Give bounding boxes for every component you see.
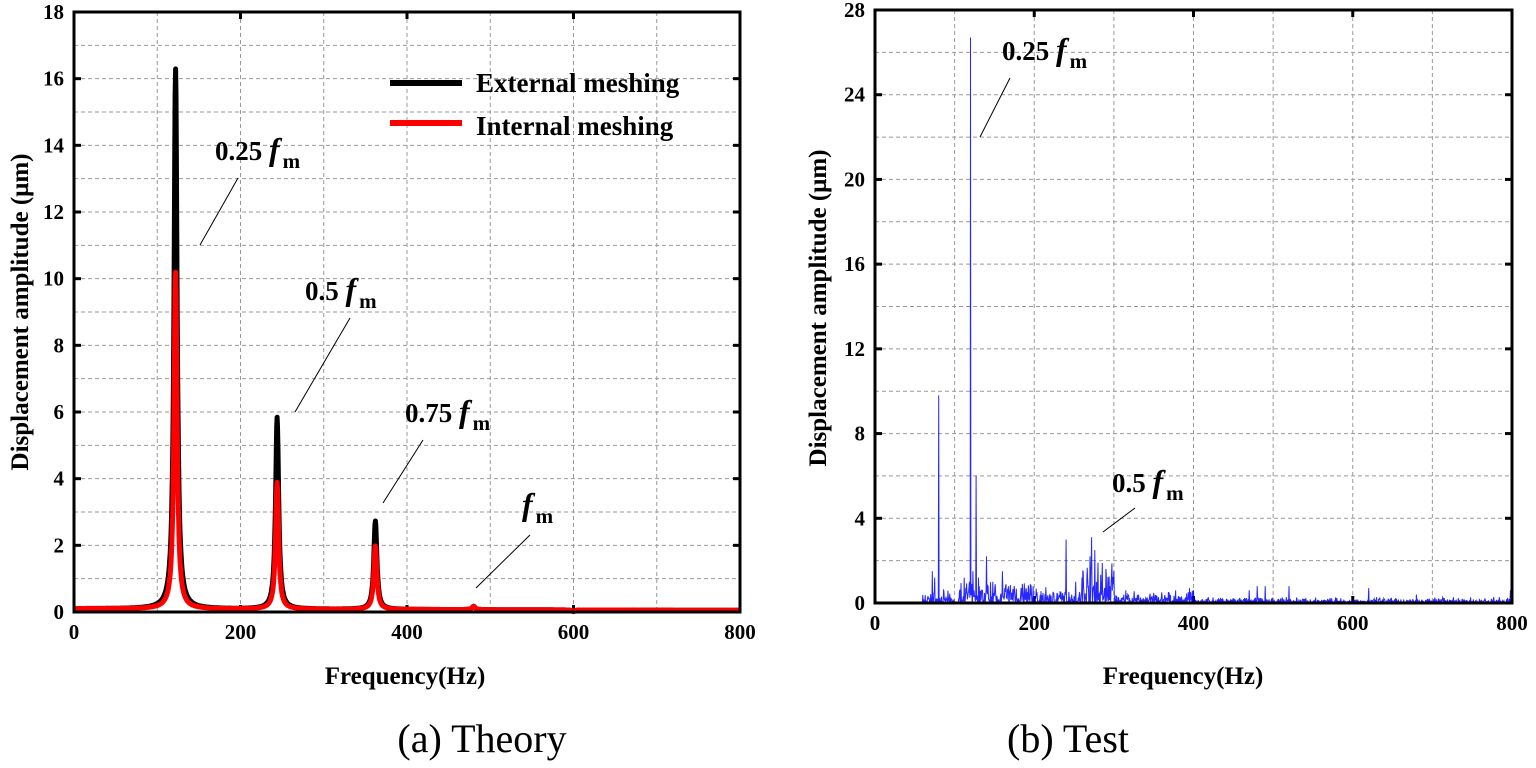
y-tick-label: 18 xyxy=(43,0,64,24)
annotation-symbol: f xyxy=(522,486,536,522)
y-tick-label: 6 xyxy=(54,400,65,424)
theory-y-axis-label: Displacement amplitude (μm) xyxy=(7,154,34,471)
x-tick-label: 0 xyxy=(870,611,881,635)
y-tick-label: 4 xyxy=(855,506,866,530)
legend-label-internal: Internal meshing xyxy=(476,111,674,141)
legend-label-external: External meshing xyxy=(476,68,680,98)
annotation-coefficient: 0.25 xyxy=(1002,36,1056,66)
y-tick-label: 24 xyxy=(844,83,866,107)
plot-frame xyxy=(72,10,742,614)
test-y-axis-label: Displacement amplitude (μm) xyxy=(805,150,832,467)
y-tick-label: 16 xyxy=(43,67,64,91)
y-tick-label: 12 xyxy=(43,200,64,224)
x-tick-label: 200 xyxy=(1019,611,1051,635)
y-tick-label: 20 xyxy=(844,167,865,191)
annotation-subscript: m xyxy=(1166,481,1184,505)
annotation-coefficient: 0.5 xyxy=(1112,468,1153,498)
annotation-subscript: m xyxy=(1070,49,1088,73)
y-tick-label: 28 xyxy=(844,0,865,22)
annotation-subscript: m xyxy=(283,149,301,173)
x-tick-label: 600 xyxy=(558,620,590,644)
test-x-axis-label: Frequency(Hz) xyxy=(1103,663,1264,690)
annotation-subscript: m xyxy=(536,504,554,528)
annotation-subscript: m xyxy=(473,411,491,435)
x-tick-label: 800 xyxy=(1496,611,1528,635)
x-tick-label: 600 xyxy=(1337,611,1369,635)
annotation-leader-line xyxy=(979,77,1011,138)
annotation-leader-line xyxy=(294,317,351,413)
y-tick-label: 0 xyxy=(855,591,866,615)
legend: External meshing Internal meshing xyxy=(390,68,680,141)
y-tick-label: 10 xyxy=(43,267,64,291)
annotation-symbol: f xyxy=(1056,31,1070,67)
x-tick-label: 400 xyxy=(391,620,423,644)
annotation-leader-line xyxy=(475,534,531,589)
y-tick-label: 8 xyxy=(54,333,65,357)
series-line-test-spectrum xyxy=(914,37,1513,605)
annotation-coefficient: 0.75 xyxy=(405,398,459,428)
annotation-symbol: f xyxy=(346,271,360,307)
test-caption: (b) Test xyxy=(1007,716,1129,761)
y-tick-label: 2 xyxy=(54,533,65,557)
plot-frame xyxy=(873,8,1514,605)
theory-caption: (a) Theory xyxy=(397,716,566,761)
x-tick-label: 400 xyxy=(1178,611,1210,635)
annotation-subscript: m xyxy=(359,289,377,313)
annotation-symbol: f xyxy=(1153,463,1167,499)
annotation-symbol: f xyxy=(269,131,283,167)
y-tick-label: 0 xyxy=(54,600,65,624)
y-tick-label: 14 xyxy=(43,133,65,157)
theory-x-axis-label: Frequency(Hz) xyxy=(325,663,486,690)
x-tick-label: 200 xyxy=(225,620,257,644)
y-tick-label: 16 xyxy=(844,252,865,276)
series-line-internal-meshing xyxy=(73,269,743,615)
y-tick-label: 12 xyxy=(844,337,865,361)
annotation-leader-line xyxy=(382,439,424,504)
annotation-leader-line xyxy=(1102,507,1136,533)
x-tick-label: 0 xyxy=(69,620,80,644)
annotation-symbol: f xyxy=(459,393,473,429)
y-tick-label: 4 xyxy=(54,467,65,491)
annotation-leader-line xyxy=(199,177,239,246)
annotation-coefficient: 0.25 xyxy=(215,136,269,166)
annotation-coefficient: 0.5 xyxy=(305,276,346,306)
y-tick-label: 8 xyxy=(855,422,866,446)
x-tick-label: 800 xyxy=(724,620,756,644)
